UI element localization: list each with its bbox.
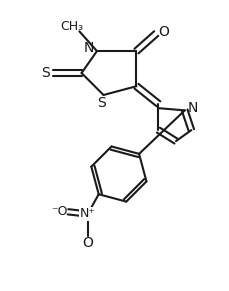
Text: ⁻O: ⁻O <box>51 205 67 218</box>
Text: O: O <box>82 235 93 250</box>
Text: N⁺: N⁺ <box>80 207 96 221</box>
Text: N: N <box>84 41 94 55</box>
Text: CH₃: CH₃ <box>60 20 83 33</box>
Text: S: S <box>97 96 106 110</box>
Text: N: N <box>187 101 198 115</box>
Text: S: S <box>41 66 50 80</box>
Text: O: O <box>158 25 169 39</box>
